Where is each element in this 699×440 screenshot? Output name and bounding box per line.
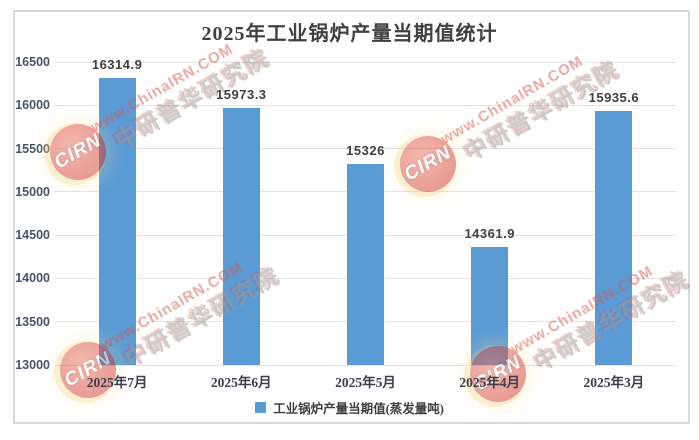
gridline [55,61,676,63]
bar [471,247,509,365]
gridline [55,364,676,366]
bar-value-label: 15973.3 [216,86,267,102]
bar [98,78,136,365]
y-axis-tick-label: 16000 [15,98,50,113]
bar [595,110,633,365]
bar-value-label: 15326 [346,142,385,158]
y-axis-tick-label: 16500 [15,55,50,69]
bar-value-label: 15935.6 [588,89,640,105]
y-axis-tick-label: 15000 [15,184,50,199]
x-axis-category-label: 2025年7月 [86,375,148,390]
x-axis-category-label: 2025年3月 [583,375,645,390]
y-axis-tick-label: 15500 [15,141,50,156]
bar [222,107,260,365]
gridline [55,104,676,106]
legend-label: 工业锅炉产量当期值(蒸发量吨) [273,402,444,416]
bar-value-label: 16314.9 [91,57,143,73]
x-axis-category-label: 2025年5月 [335,375,396,390]
y-axis-tick-label: 14000 [15,271,50,286]
y-axis-tick-label: 13000 [15,358,50,372]
gridline [55,148,676,150]
bar [347,163,384,365]
bar-value-label: 14361.9 [464,226,515,242]
y-axis-tick-label: 13500 [15,314,50,329]
y-axis-tick-label: 14500 [15,228,50,243]
x-axis-category-label: 2025年6月 [210,375,272,390]
legend: 工业锅炉产量当期值(蒸发量吨) [0,398,699,417]
legend-swatch-icon [255,402,267,413]
chart-title: 2025年工业锅炉产量当期值统计 [201,23,498,45]
x-axis-category-label: 2025年4月 [459,375,521,390]
